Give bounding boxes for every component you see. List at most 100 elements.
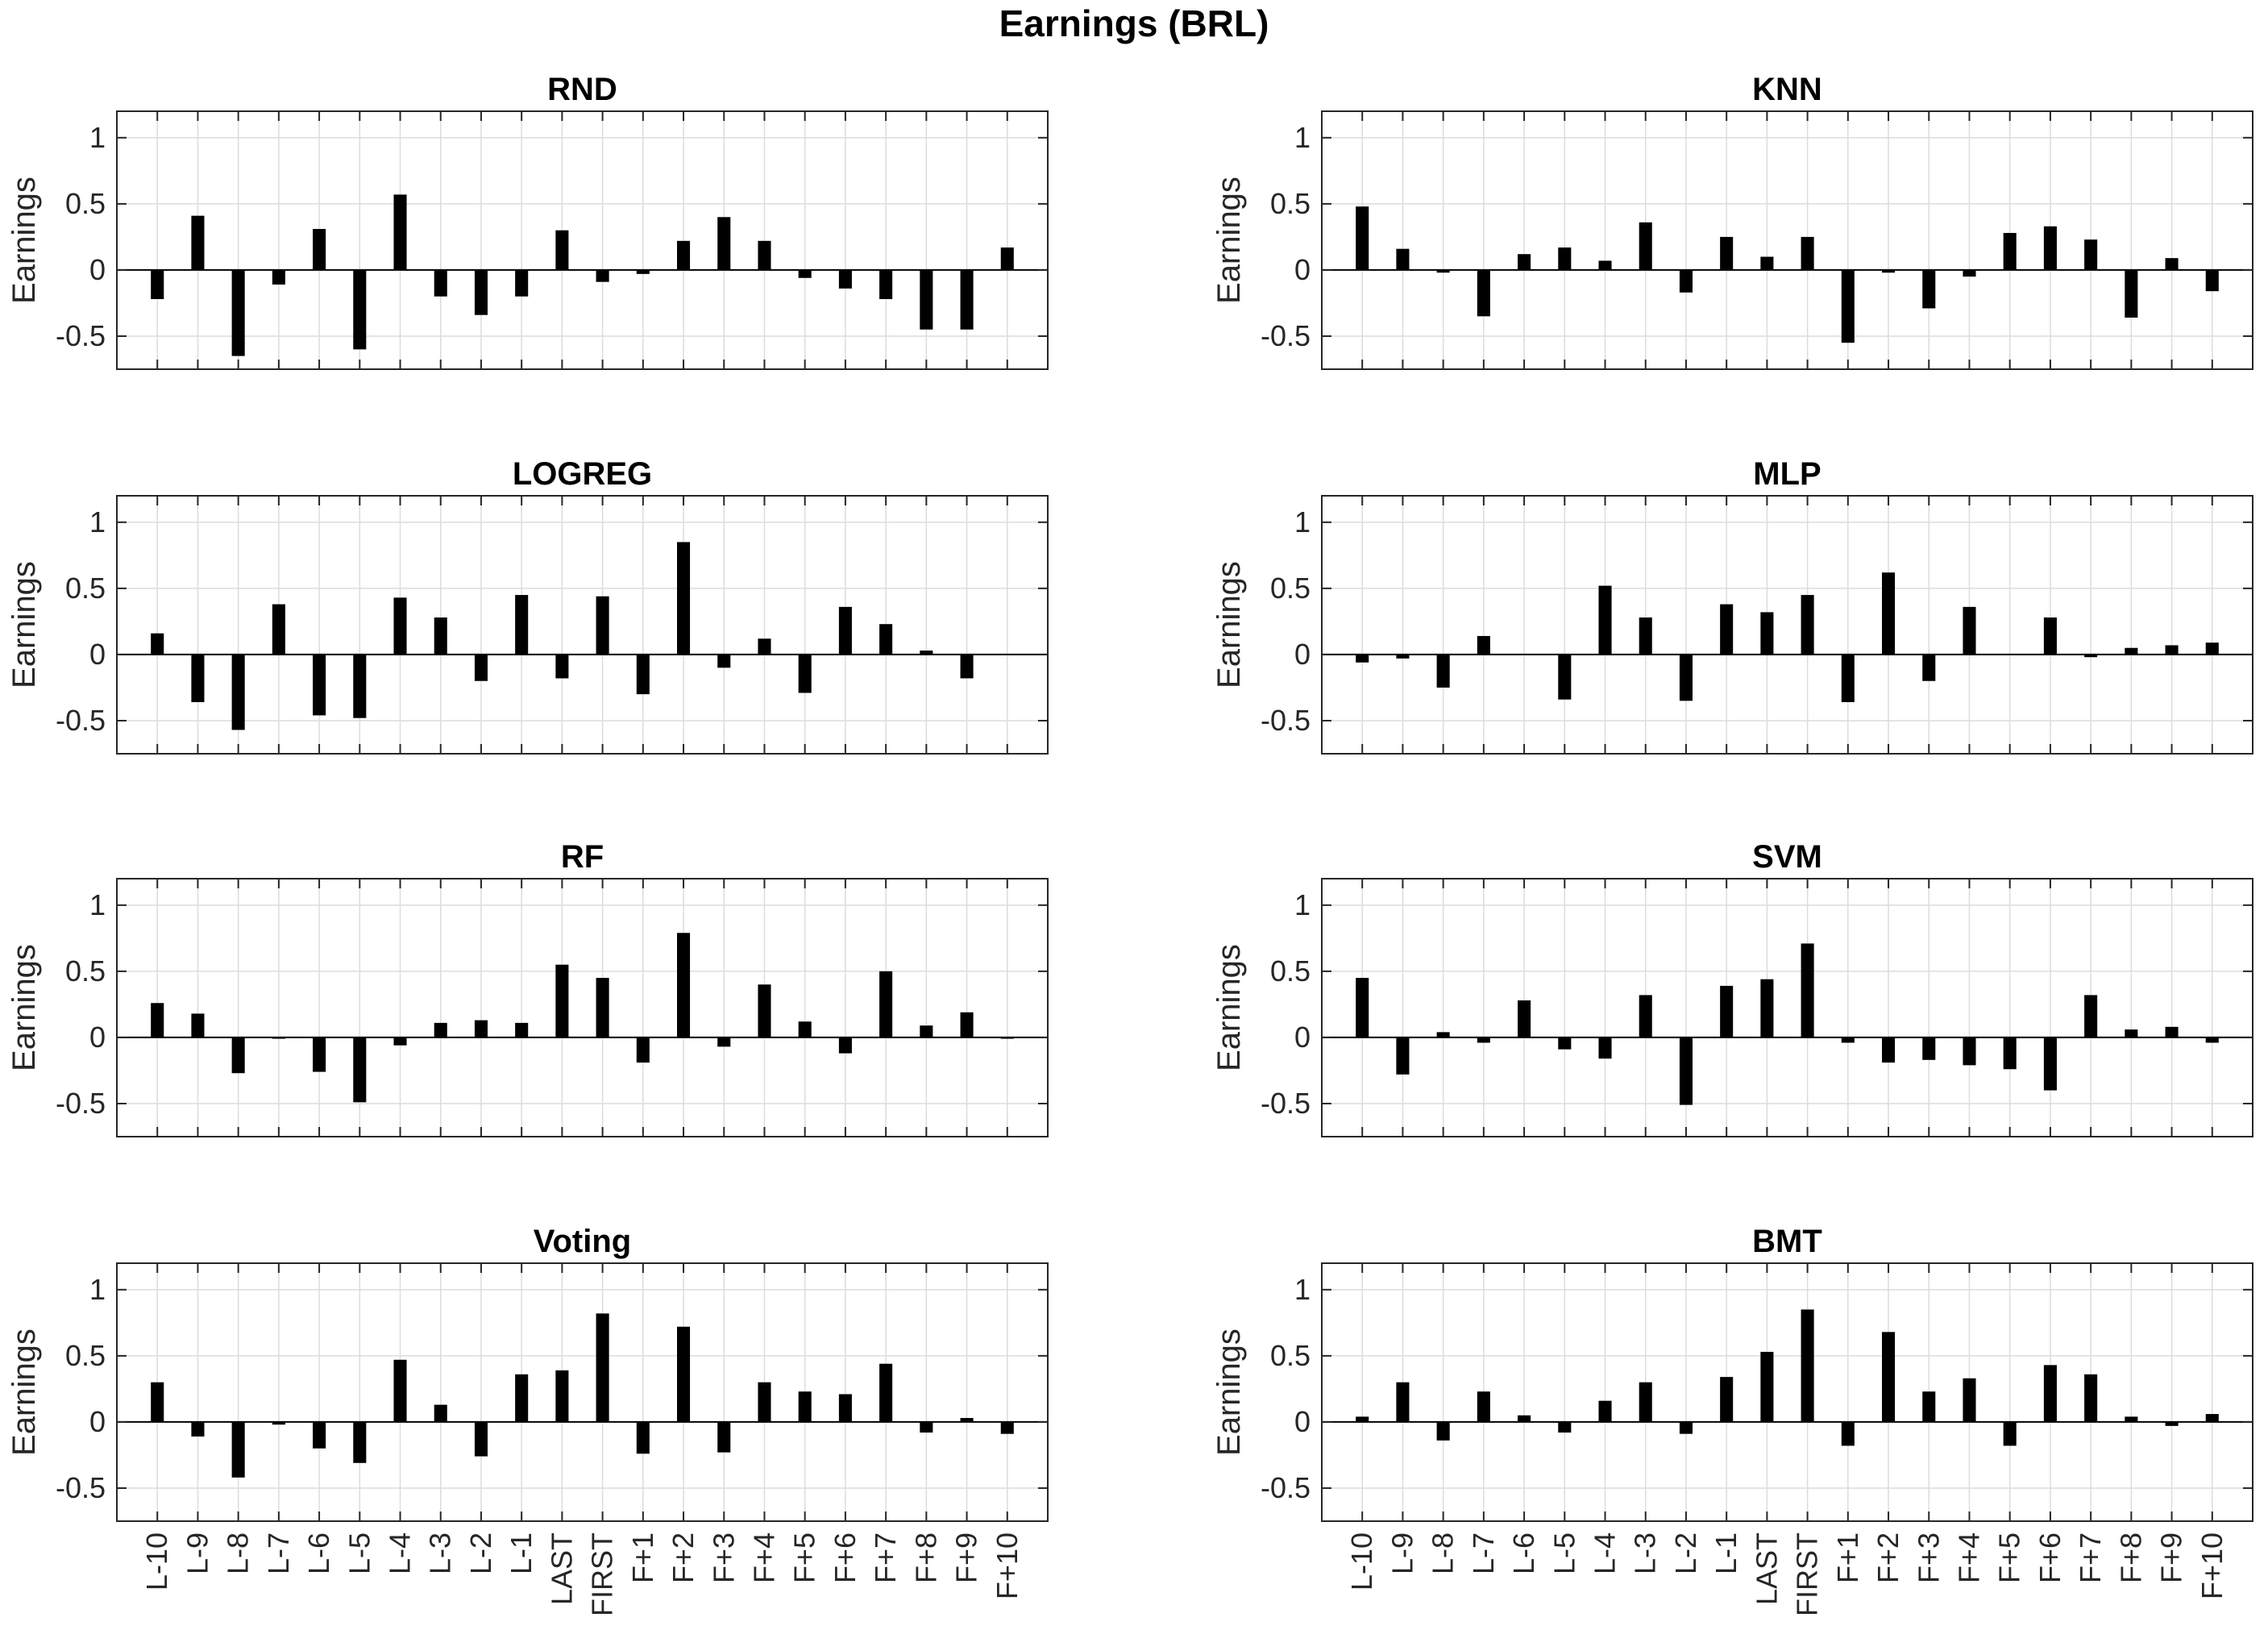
bar-l-9 — [1396, 654, 1410, 659]
bar-l-7 — [1477, 1391, 1490, 1422]
x-tick-label: F+1 — [626, 1532, 659, 1583]
bar-f+9 — [2165, 258, 2179, 270]
axes-box — [1321, 495, 2253, 755]
bar-l-1 — [1720, 1377, 1734, 1422]
bar-f+4 — [1963, 606, 1976, 655]
bar-f+10 — [2205, 1037, 2219, 1043]
plot-area — [1322, 111, 2253, 369]
bar-f+2 — [1882, 1332, 1896, 1422]
subplot-rf: -0.5 0 0.5 1 RF Earnings — [6, 839, 1049, 1137]
x-tick-label: F+10 — [2195, 1532, 2229, 1599]
bar-f+8 — [920, 651, 933, 655]
bar-l-4 — [1598, 1037, 1612, 1059]
bar-l-10 — [151, 1003, 164, 1037]
y-tick-label: 0 — [1294, 1405, 1311, 1438]
bar-last — [1760, 1351, 1774, 1422]
bar-f+7 — [2084, 1374, 2098, 1422]
y-tick-label: 0.5 — [1270, 572, 1311, 605]
bar-l-1 — [515, 1022, 529, 1037]
bar-l-1 — [515, 269, 529, 297]
bar-l-9 — [191, 1421, 205, 1437]
axes-box — [1321, 878, 2253, 1137]
bar-first — [1801, 1309, 1814, 1422]
axes-box — [1321, 110, 2253, 370]
y-tick-label: 0.5 — [65, 572, 106, 605]
bar-first — [1801, 595, 1814, 655]
y-tick-label: 0 — [1294, 638, 1311, 671]
axes-box — [116, 110, 1049, 370]
subplot-title: RND — [547, 72, 617, 107]
plot-area — [117, 496, 1048, 754]
bar-f+8 — [2125, 647, 2138, 655]
y-tick-label: 0.5 — [1270, 954, 1311, 988]
bar-f+3 — [1922, 654, 1936, 681]
bar-f+10 — [1000, 1037, 1014, 1039]
y-tick-label: -0.5 — [1261, 319, 1311, 352]
y-tick-label: 0 — [1294, 1021, 1311, 1054]
x-tick-label: L-3 — [1629, 1532, 1662, 1574]
y-axis-label: Earnings — [6, 1329, 42, 1456]
bar-f+2 — [677, 1326, 691, 1422]
bar-f+6 — [838, 1394, 852, 1422]
bar-f+2 — [1882, 269, 1896, 273]
bar-l-5 — [353, 1421, 367, 1463]
bar-l-3 — [434, 1022, 447, 1037]
bar-f+1 — [636, 1421, 650, 1454]
x-tick-label: L-6 — [1507, 1532, 1540, 1574]
y-tick-label: 0 — [89, 1021, 106, 1054]
bar-l-7 — [1477, 1037, 1490, 1043]
bar-last — [1760, 979, 1774, 1037]
subplot-title: KNN — [1752, 72, 1822, 107]
x-tick-label: F+6 — [829, 1532, 862, 1583]
bar-f+4 — [758, 240, 771, 270]
x-tick-label: LAST — [1750, 1532, 1783, 1605]
bar-l-8 — [1436, 1032, 1450, 1037]
y-tick-label: 0 — [89, 253, 106, 286]
bar-l-9 — [1396, 1037, 1410, 1075]
plot-area — [1322, 496, 2253, 754]
bar-f+2 — [677, 542, 691, 655]
x-tick-label: L-5 — [343, 1532, 376, 1574]
x-tick-label: L-8 — [1427, 1532, 1460, 1574]
bar-l-7 — [272, 269, 285, 285]
x-tick-label: F+8 — [909, 1532, 942, 1583]
y-tick-label: -0.5 — [56, 1471, 106, 1504]
x-tick-label: L-7 — [1467, 1532, 1500, 1574]
bar-l-10 — [151, 269, 164, 300]
subplot-voting: -0.5 0 0.5 1 L-10 L-9 L-8 L-7 L-6 L-5 L-4 L-3 L-2 L-1… — [6, 1224, 1049, 1616]
bar-f+5 — [798, 269, 812, 278]
bar-f+9 — [960, 1012, 974, 1037]
axes-box — [116, 1262, 1049, 1522]
x-tick-label: L-10 — [1345, 1532, 1378, 1590]
bar-f+1 — [1841, 1421, 1855, 1446]
bar-l-2 — [1679, 1037, 1693, 1105]
bar-l-10 — [1356, 654, 1369, 663]
x-tick-label: F+3 — [1912, 1532, 1945, 1583]
x-tick-label: F+2 — [667, 1532, 700, 1583]
bar-f+7 — [879, 624, 893, 655]
bar-l-8 — [231, 269, 245, 356]
bar-f+3 — [717, 1421, 731, 1453]
bar-l-1 — [515, 595, 529, 655]
subplot-svm: -0.5 0 0.5 1 SVM Earnings — [1211, 839, 2253, 1137]
y-tick-label: 0.5 — [1270, 187, 1311, 220]
bar-l-3 — [434, 269, 447, 297]
bar-first — [596, 1313, 609, 1422]
bar-l-8 — [1436, 269, 1450, 273]
bar-last — [1760, 256, 1774, 270]
x-tick-label: L-1 — [505, 1532, 538, 1574]
bar-f+6 — [838, 1037, 852, 1054]
y-tick-label: 1 — [1294, 1273, 1311, 1306]
bar-l-2 — [1679, 1421, 1693, 1434]
bar-l-9 — [191, 654, 205, 702]
bar-l-6 — [1518, 1415, 1531, 1422]
bar-l-9 — [191, 215, 205, 270]
bar-f+3 — [1922, 1391, 1936, 1422]
x-tick-label: F+2 — [1871, 1532, 1905, 1583]
y-tick-label: 0.5 — [65, 187, 106, 220]
bar-l-1 — [1720, 604, 1734, 655]
bar-l-8 — [231, 1037, 245, 1074]
bar-f+10 — [2205, 642, 2219, 655]
bar-l-2 — [474, 1421, 488, 1457]
bar-f+3 — [717, 217, 731, 270]
